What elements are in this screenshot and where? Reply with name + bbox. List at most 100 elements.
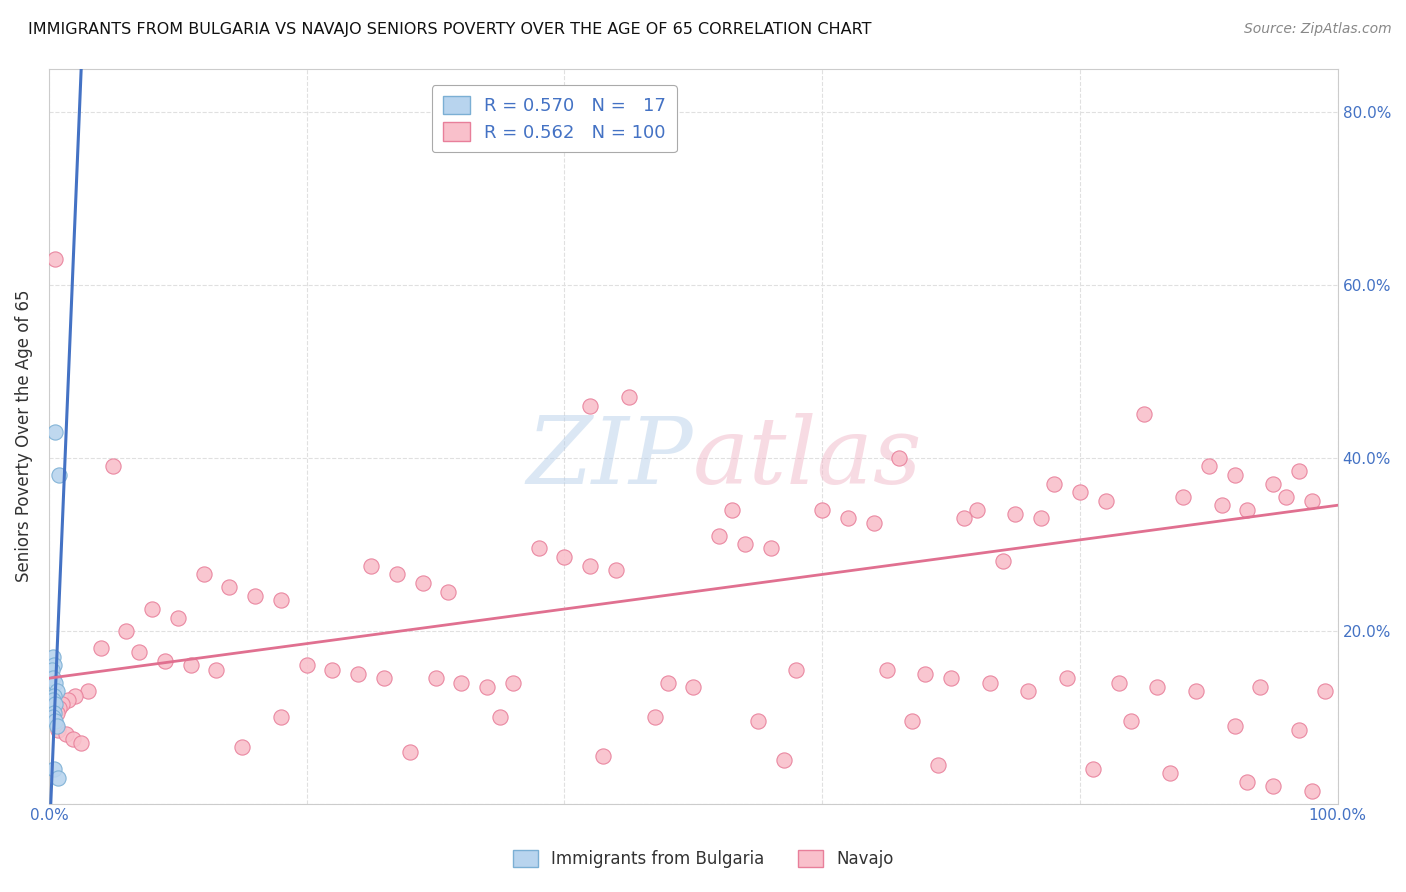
Point: [180, 658, 202, 673]
Point: [270, 710, 292, 724]
Point: [1223, 467, 1246, 482]
Point: [42, 762, 65, 776]
Point: [44, 675, 66, 690]
Point: [979, 675, 1001, 690]
Point: [44, 697, 66, 711]
Point: [89, 640, 111, 655]
Point: [231, 740, 253, 755]
Point: [502, 675, 524, 690]
Point: [772, 753, 794, 767]
Point: [63, 689, 86, 703]
Point: [48, 701, 70, 715]
Point: [927, 757, 949, 772]
Point: [42, 689, 65, 703]
Point: [270, 593, 292, 607]
Point: [475, 680, 498, 694]
Point: [153, 654, 176, 668]
Legend: Immigrants from Bulgaria, Navajo: Immigrants from Bulgaria, Navajo: [506, 843, 900, 875]
Point: [1236, 502, 1258, 516]
Point: [42, 649, 65, 664]
Point: [141, 602, 163, 616]
Point: [1146, 680, 1168, 694]
Point: [1313, 684, 1336, 698]
Point: [1288, 723, 1310, 738]
Point: [44, 252, 66, 266]
Point: [70, 736, 93, 750]
Point: [42, 710, 65, 724]
Point: [373, 671, 395, 685]
Point: [44, 714, 66, 729]
Point: [889, 450, 911, 465]
Point: [103, 459, 125, 474]
Point: [48, 467, 70, 482]
Point: [1185, 684, 1208, 698]
Point: [347, 666, 370, 681]
Point: [862, 516, 884, 530]
Point: [1211, 498, 1233, 512]
Point: [1301, 494, 1323, 508]
Point: [1223, 719, 1246, 733]
Point: [1043, 476, 1066, 491]
Point: [115, 624, 138, 638]
Point: [437, 584, 460, 599]
Point: [62, 731, 84, 746]
Point: [166, 610, 188, 624]
Point: [193, 567, 215, 582]
Point: [617, 390, 640, 404]
Point: [553, 550, 575, 565]
Point: [205, 663, 228, 677]
Point: [1288, 464, 1310, 478]
Point: [489, 710, 512, 724]
Point: [360, 558, 382, 573]
Point: [1263, 780, 1285, 794]
Point: [1301, 783, 1323, 797]
Point: [1081, 762, 1104, 776]
Point: [45, 706, 67, 720]
Point: [1275, 490, 1298, 504]
Point: [1171, 490, 1194, 504]
Text: ZIP: ZIP: [527, 413, 693, 503]
Point: [1159, 766, 1181, 780]
Point: [412, 576, 434, 591]
Point: [42, 658, 65, 673]
Y-axis label: Seniors Poverty Over the Age of 65: Seniors Poverty Over the Age of 65: [15, 290, 32, 582]
Point: [450, 675, 472, 690]
Point: [42, 706, 65, 720]
Point: [527, 541, 550, 556]
Point: [1017, 684, 1039, 698]
Point: [657, 675, 679, 690]
Point: [1069, 485, 1091, 500]
Point: [1249, 680, 1271, 694]
Point: [747, 714, 769, 729]
Point: [939, 671, 962, 685]
Point: [42, 693, 65, 707]
Point: [425, 671, 447, 685]
Point: [1108, 675, 1130, 690]
Point: [51, 697, 73, 711]
Point: [759, 541, 782, 556]
Point: [966, 502, 988, 516]
Point: [1056, 671, 1078, 685]
Point: [128, 645, 150, 659]
Point: [811, 502, 834, 516]
Point: [914, 666, 936, 681]
Point: [45, 719, 67, 733]
Text: IMMIGRANTS FROM BULGARIA VS NAVAJO SENIORS POVERTY OVER THE AGE OF 65 CORRELATIO: IMMIGRANTS FROM BULGARIA VS NAVAJO SENIO…: [28, 22, 872, 37]
Point: [46, 723, 69, 738]
Point: [243, 589, 266, 603]
Point: [785, 663, 807, 677]
Point: [682, 680, 704, 694]
Point: [42, 671, 65, 685]
Point: [901, 714, 924, 729]
Point: [644, 710, 666, 724]
Point: [218, 581, 240, 595]
Point: [991, 554, 1014, 568]
Point: [837, 511, 859, 525]
Point: [579, 399, 602, 413]
Point: [44, 425, 66, 439]
Point: [1031, 511, 1053, 525]
Point: [1121, 714, 1143, 729]
Point: [953, 511, 976, 525]
Point: [55, 727, 77, 741]
Point: [734, 537, 756, 551]
